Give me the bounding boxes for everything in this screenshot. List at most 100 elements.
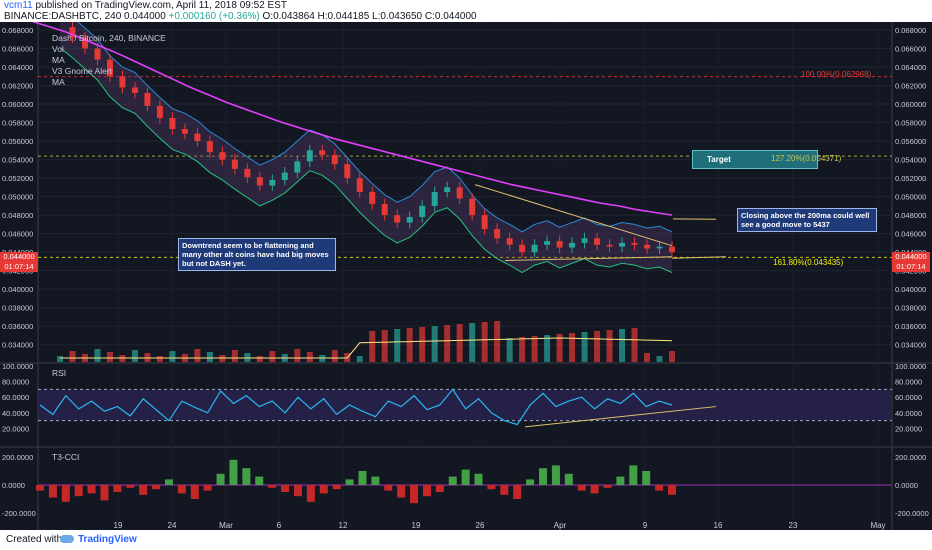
cci-bar [293, 485, 302, 497]
cci-bar [461, 469, 470, 485]
rsi-y-tick-left: 80.0000 [2, 378, 29, 387]
volume-bar [394, 329, 401, 362]
candle-body [344, 164, 351, 179]
candle-body [644, 244, 651, 249]
candle-body [669, 246, 675, 253]
cci-bar [397, 485, 406, 498]
cci-bar [48, 485, 57, 498]
candle-body [494, 229, 501, 239]
candle-body [406, 216, 413, 223]
cci-bar [203, 485, 212, 491]
rsi-y-tick-left: 60.0000 [2, 393, 29, 402]
candle-body [606, 244, 613, 247]
y-tick-label-right: 0.056000 [895, 137, 926, 146]
candle-body [244, 168, 251, 178]
candle-body [81, 37, 88, 49]
rsi-y-tick-right: 60.0000 [895, 393, 922, 402]
candle-body [181, 129, 188, 134]
volume-bar [631, 328, 638, 362]
cci-y-tick-left: 0.0000 [2, 481, 25, 490]
y-tick-label-left: 0.052000 [2, 174, 33, 183]
price-tag-price: 0.044000 [3, 252, 35, 261]
footer: Created with TradingView [0, 530, 932, 550]
volume-bar [619, 329, 626, 362]
cci-bar [642, 471, 651, 485]
cci-bar [242, 468, 251, 485]
chart-header: vcm11 published on TradingView.com, Apri… [0, 0, 932, 22]
tradingview-cloud-icon [60, 535, 74, 543]
downtrend-note: Downtrend seem to be flattening and many… [178, 238, 336, 271]
price-tag-left: 0.044000 01:07:14 [0, 252, 38, 272]
cci-bar [655, 485, 664, 491]
volume-bar [444, 325, 451, 362]
price-tag-countdown: 01:07:14 [4, 262, 34, 271]
cci-bar [306, 485, 315, 502]
rsi-y-tick-left: 20.0000 [2, 424, 29, 433]
candle-body [156, 105, 163, 118]
y-tick-label-right: 0.066000 [895, 45, 926, 54]
y-tick-label-left: 0.066000 [2, 45, 33, 54]
volume-bar [669, 351, 675, 362]
cci-bar [526, 479, 535, 485]
cci-bar [577, 485, 586, 491]
cci-bar [590, 485, 599, 494]
y-tick-label-left: 0.056000 [2, 137, 33, 146]
cci-bar [410, 485, 419, 504]
volume-bar [231, 350, 238, 362]
cci-bar [332, 485, 341, 490]
x-tick-label: Mar [219, 521, 233, 530]
volume-bar [606, 330, 613, 362]
candle-body [544, 241, 551, 245]
author-link[interactable]: vcm11 [4, 0, 33, 11]
candle-body [656, 246, 663, 249]
y-tick-label-left: 0.046000 [2, 230, 33, 239]
rsi-y-tick-right: 100.0000 [895, 362, 926, 371]
chart-canvas[interactable]: 0.068000 0.068000 0.066000 0.066000 0.064000… [0, 22, 932, 530]
price-tag-right: 0.044000 01:07:14 [892, 252, 930, 272]
rsi-y-tick-left: 40.0000 [2, 409, 29, 418]
candle-body [594, 238, 601, 245]
candle-body [369, 192, 376, 205]
candle-body [581, 238, 588, 243]
cci-bar [551, 465, 560, 485]
cci-bar [164, 479, 173, 485]
candle-body [444, 187, 451, 192]
cci-bar [371, 476, 380, 485]
candle-body [381, 204, 388, 216]
y-tick-label-right: 0.046000 [895, 230, 926, 239]
cci-bar [345, 479, 354, 485]
cci-bar [668, 485, 676, 495]
y-tick-label-left: 0.064000 [2, 63, 33, 72]
bollinger-fill [60, 22, 672, 273]
volume-bar [369, 331, 376, 362]
x-tick-label: 6 [277, 521, 282, 530]
candle-body [431, 192, 438, 206]
candle-body [631, 242, 638, 245]
cci-bar [36, 485, 44, 491]
volume-bar [481, 322, 488, 362]
x-tick-label: Apr [554, 521, 567, 530]
y-tick-label-right: 0.050000 [895, 193, 926, 202]
volume-bar [169, 351, 176, 362]
legend-title: Dash / Bitcoin, 240, BINANCE [52, 33, 166, 43]
candle-body [469, 198, 476, 216]
candle-body [419, 205, 426, 217]
x-tick-label: 23 [789, 521, 798, 530]
volume-bar [131, 350, 138, 362]
x-tick-label: 26 [476, 521, 485, 530]
tradingview-brand-link[interactable]: TradingView [78, 534, 137, 545]
candle-body [231, 159, 238, 169]
rsi-y-tick-right: 40.0000 [895, 409, 922, 418]
last-price: 0.044000 [124, 11, 166, 22]
candle-body [281, 172, 288, 180]
volume-bar [194, 349, 201, 362]
legend-item: Vol [52, 44, 64, 54]
candle-body [94, 48, 101, 60]
y-tick-label-left: 0.034000 [2, 341, 33, 350]
y-tick-label-right: 0.068000 [895, 26, 926, 35]
volume-bar [381, 330, 388, 362]
y-tick-label-right: 0.040000 [895, 285, 926, 294]
y-tick-label-right: 0.036000 [895, 322, 926, 331]
y-tick-label-left: 0.062000 [2, 82, 33, 91]
cci-bar [113, 485, 122, 492]
